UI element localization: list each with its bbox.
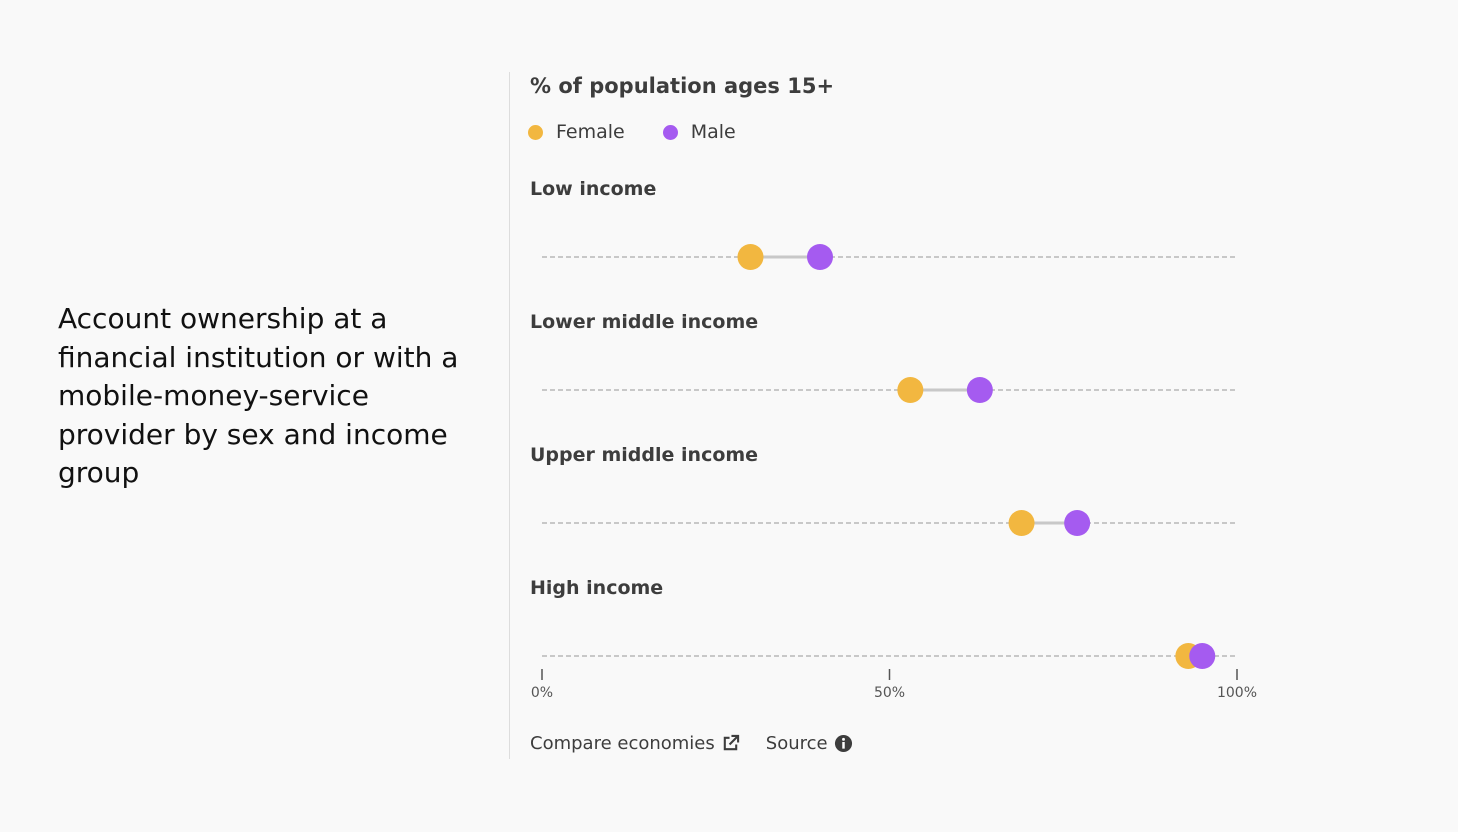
group-label-lower-middle-income: Lower middle income	[530, 311, 758, 333]
compare-economies-label: Compare economies	[530, 733, 715, 754]
source-label: Source	[765, 733, 828, 754]
dot-female-upper-middle-income[interactable]	[1008, 510, 1035, 536]
external-link-icon	[723, 734, 739, 751]
compare-economies-link[interactable]: Compare economies	[530, 733, 740, 754]
dot-male-high-income[interactable]	[1189, 643, 1216, 669]
chart-footer: Compare economies Source	[530, 733, 853, 754]
divider	[509, 72, 510, 759]
legend-label-male: Male	[690, 121, 736, 143]
dot-male-upper-middle-income[interactable]	[1064, 510, 1091, 536]
dot-female-low-income[interactable]	[737, 244, 764, 270]
source-link[interactable]: Source	[766, 733, 853, 754]
chart-title: Account ownership at a financial institu…	[58, 302, 459, 489]
dot-male-low-income[interactable]	[807, 244, 833, 270]
legend-label-female: Female	[556, 121, 625, 143]
group-label-high-income: High income	[530, 577, 663, 599]
legend-dot-male	[662, 124, 678, 140]
legend-dot-female	[528, 124, 543, 140]
legend: Female Male	[528, 121, 774, 143]
dot-male-lower-middle-income[interactable]	[966, 377, 993, 403]
legend-item-male[interactable]: Male	[662, 121, 736, 143]
dot-plot-chart: Low income Lower middle income Upper middl…	[530, 178, 1257, 701]
group-label-upper-middle-income: Upper middle income	[530, 444, 758, 466]
chart-header: % of population ages 15+	[530, 74, 835, 98]
x-tick-label-2: 100%	[1217, 685, 1257, 701]
legend-item-female[interactable]: Female	[528, 121, 625, 143]
info-icon	[834, 734, 852, 753]
dot-female-lower-middle-income[interactable]	[897, 377, 924, 403]
group-label-low-income: Low income	[530, 178, 656, 200]
x-tick-label-0: 0%	[531, 685, 553, 701]
x-tick-label-1: 50%	[874, 685, 905, 701]
